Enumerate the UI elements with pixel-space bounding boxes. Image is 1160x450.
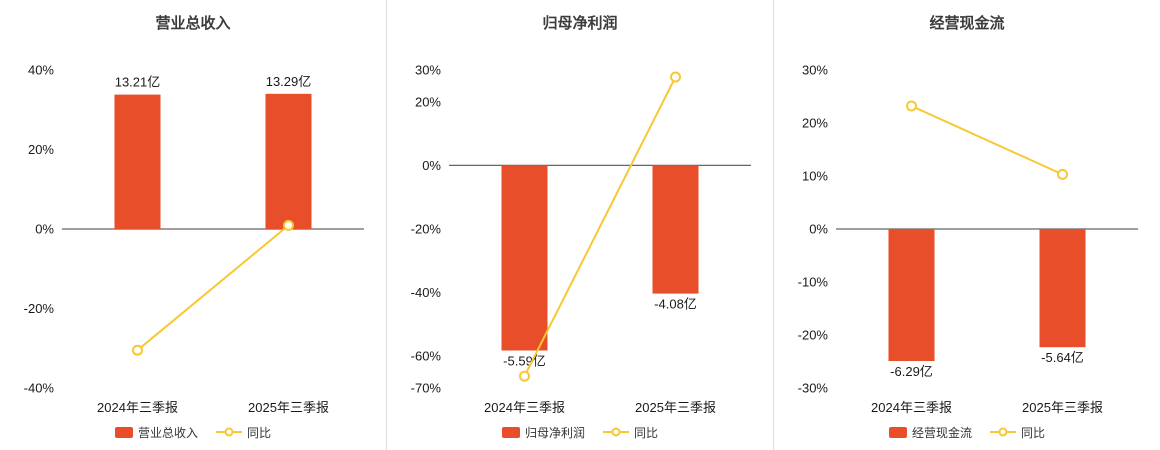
chart-title-cash-flow: 经营现金流 xyxy=(929,15,1005,32)
legend-item-line[interactable]: 同比 xyxy=(990,424,1045,441)
legend-item-line[interactable]: 同比 xyxy=(216,424,271,441)
y-tick-label: 30% xyxy=(415,63,441,78)
bar-value-label: -5.59亿 xyxy=(503,354,546,369)
y-tick-label: -20% xyxy=(24,301,55,316)
y-tick-label: -20% xyxy=(411,222,442,237)
bar xyxy=(265,93,312,229)
bar xyxy=(114,94,161,229)
x-category-label: 2025年三季报 xyxy=(1022,400,1103,415)
y-tick-label: 10% xyxy=(802,169,828,184)
panel-net-profit: 归母净利润 30% 20% 0% -20% -40% -60% -70% -5.59亿 -4.0… xyxy=(386,0,773,450)
panel-cash-flow: 经营现金流 30% 20% 10% 0% -10% -20% -30% -6.29亿 -5.64… xyxy=(773,0,1160,450)
legend-label-line: 同比 xyxy=(634,425,659,440)
legend-item-line[interactable]: 同比 xyxy=(603,424,658,441)
yoy-line xyxy=(523,76,677,377)
line-marker-icon xyxy=(990,427,1016,437)
chart-legend-revenue: 营业总收入 同比 xyxy=(114,420,271,444)
bar xyxy=(501,165,548,351)
yoy-marker xyxy=(1057,168,1068,180)
bar-value-label: -5.64亿 xyxy=(1041,350,1084,365)
line-marker-icon xyxy=(216,427,242,437)
legend-label-bar: 经营现金流 xyxy=(911,425,972,440)
yoy-marker xyxy=(519,370,530,382)
bar xyxy=(1039,229,1086,348)
y-tick-label: -60% xyxy=(411,349,442,364)
legend-item-bar[interactable]: 营业总收入 xyxy=(114,424,198,441)
y-tick-label: 0% xyxy=(422,158,441,173)
y-tick-label: -30% xyxy=(798,381,829,396)
bar-value-label: -6.29亿 xyxy=(890,364,933,379)
y-tick-label: 30% xyxy=(802,63,828,78)
legend-item-bar[interactable]: 归母净利润 xyxy=(501,424,585,441)
yoy-marker xyxy=(670,71,681,83)
x-category-label: 2024年三季报 xyxy=(871,400,952,415)
bar-swatch-icon xyxy=(114,426,133,438)
x-category-label: 2024年三季报 xyxy=(97,400,178,415)
chart-legend-net-profit: 归母净利润 同比 xyxy=(501,420,658,444)
bar-swatch-icon xyxy=(501,426,520,438)
y-tick-label: -40% xyxy=(24,381,55,396)
bar xyxy=(652,165,699,294)
legend-item-bar[interactable]: 经营现金流 xyxy=(888,424,972,441)
chart-title-net-profit: 归母净利润 xyxy=(542,15,618,32)
y-tick-label: -40% xyxy=(411,285,442,300)
y-tick-label: 0% xyxy=(35,222,54,237)
net-profit-chart: 30% 20% 0% -20% -40% -60% -70% -5.59亿 -4.08亿 2024… xyxy=(411,63,751,415)
y-tick-label: 40% xyxy=(28,63,54,78)
bar xyxy=(888,229,935,361)
yoy-marker xyxy=(132,344,143,356)
y-tick-label: -70% xyxy=(411,381,442,396)
x-category-label: 2024年三季报 xyxy=(484,400,565,415)
y-tick-label: 20% xyxy=(802,116,828,131)
yoy-line xyxy=(911,105,1063,176)
yoy-line xyxy=(136,224,290,351)
bar-value-label: -4.08亿 xyxy=(654,297,697,312)
panel-revenue: 营业总收入 40% 20% 0% -20% -40% 13.21亿 13.29亿 2024年三… xyxy=(0,0,386,450)
legend-label-line: 同比 xyxy=(1021,425,1046,440)
revenue-chart: 40% 20% 0% -20% -40% 13.21亿 13.29亿 2024年三季报 2025… xyxy=(24,63,364,415)
y-tick-label: 20% xyxy=(28,142,54,157)
y-tick-label: 20% xyxy=(415,94,441,109)
y-tick-label: -20% xyxy=(798,328,829,343)
cash-flow-chart: 30% 20% 10% 0% -10% -20% -30% -6.29亿 -5.64亿 2024年… xyxy=(798,63,1138,415)
legend-label-line: 同比 xyxy=(247,425,272,440)
chart-title-revenue: 营业总收入 xyxy=(155,15,231,32)
x-category-label: 2025年三季报 xyxy=(248,400,329,415)
bar-value-label: 13.21亿 xyxy=(115,75,161,90)
bar-swatch-icon xyxy=(888,426,907,438)
legend-label-bar: 营业总收入 xyxy=(137,425,198,440)
chart-legend-cash-flow: 经营现金流 同比 xyxy=(888,420,1045,444)
y-tick-label: 0% xyxy=(809,222,828,237)
x-category-label: 2025年三季报 xyxy=(635,400,716,415)
y-tick-label: -10% xyxy=(798,275,829,290)
legend-label-bar: 归母净利润 xyxy=(524,425,585,440)
bar-value-label: 13.29亿 xyxy=(266,74,312,89)
yoy-marker xyxy=(283,219,294,231)
line-marker-icon xyxy=(603,427,629,437)
yoy-marker xyxy=(906,100,917,112)
